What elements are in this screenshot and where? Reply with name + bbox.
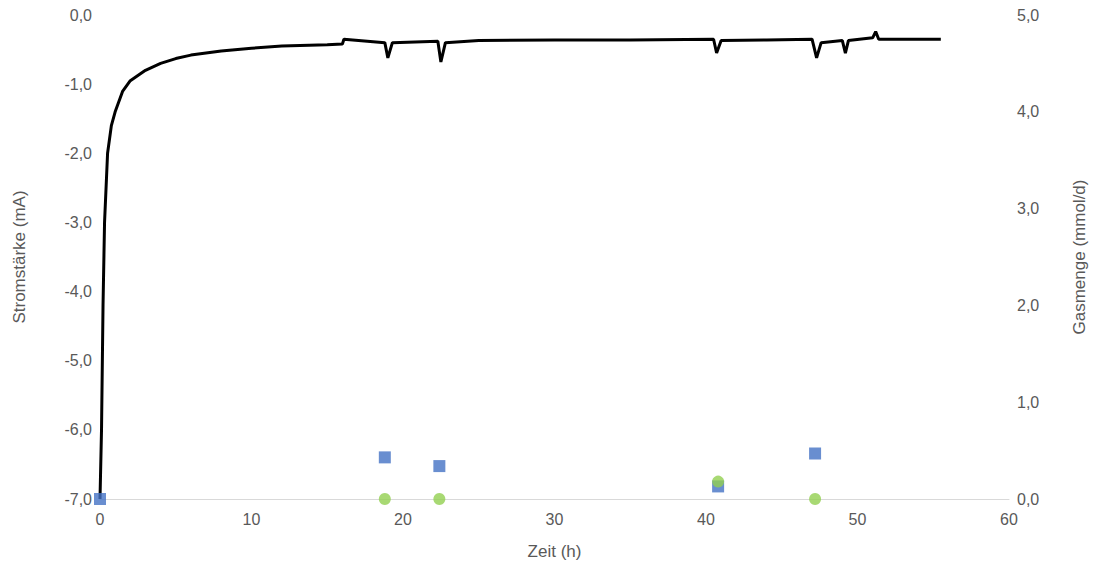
svg-text:-5,0: -5,0 — [64, 352, 92, 369]
svg-text:5,0: 5,0 — [1017, 7, 1039, 24]
svg-text:-1,0: -1,0 — [64, 76, 92, 93]
svg-text:Zeit (h): Zeit (h) — [528, 542, 582, 561]
svg-text:Gasmenge (mmol/d): Gasmenge (mmol/d) — [1070, 180, 1089, 335]
svg-text:3,0: 3,0 — [1017, 200, 1039, 217]
svg-text:0,0: 0,0 — [70, 7, 92, 24]
svg-text:40: 40 — [697, 511, 715, 528]
svg-text:0: 0 — [96, 511, 105, 528]
svg-text:10: 10 — [243, 511, 261, 528]
svg-text:50: 50 — [849, 511, 867, 528]
svg-text:-4,0: -4,0 — [64, 283, 92, 300]
svg-text:-2,0: -2,0 — [64, 145, 92, 162]
svg-text:-6,0: -6,0 — [64, 421, 92, 438]
svg-text:2,0: 2,0 — [1017, 297, 1039, 314]
svg-text:20: 20 — [394, 511, 412, 528]
svg-text:30: 30 — [546, 511, 564, 528]
svg-text:-7,0: -7,0 — [64, 491, 92, 508]
svg-text:Stromstärke (mA): Stromstärke (mA) — [10, 190, 29, 323]
svg-text:4,0: 4,0 — [1017, 103, 1039, 120]
svg-text:-3,0: -3,0 — [64, 214, 92, 231]
svg-text:0,0: 0,0 — [1017, 491, 1039, 508]
svg-text:60: 60 — [1000, 511, 1018, 528]
svg-text:1,0: 1,0 — [1017, 394, 1039, 411]
